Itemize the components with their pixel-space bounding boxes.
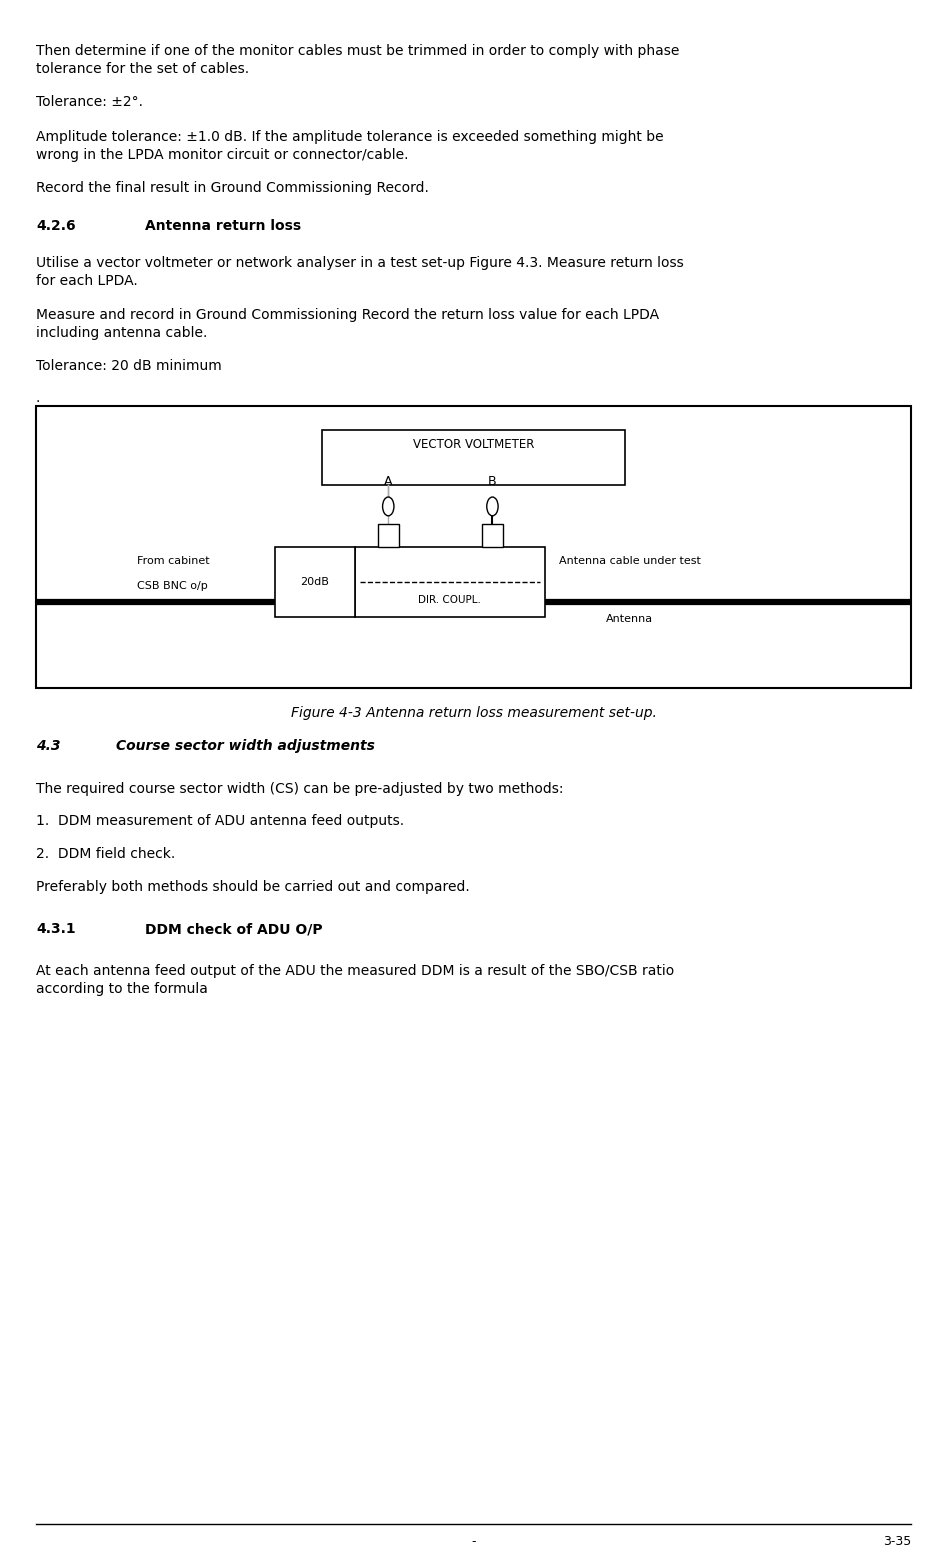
Text: DDM check of ADU O/P: DDM check of ADU O/P bbox=[145, 922, 323, 936]
Text: From cabinet: From cabinet bbox=[137, 556, 210, 566]
Text: 20dB: 20dB bbox=[300, 577, 330, 588]
Bar bbox=[378, 524, 399, 547]
Circle shape bbox=[383, 497, 394, 516]
Text: Measure and record in Ground Commissioning Record the return loss value for each: Measure and record in Ground Commissioni… bbox=[36, 308, 659, 339]
Text: CSB BNC o/p: CSB BNC o/p bbox=[137, 581, 208, 591]
Text: Record the final result in Ground Commissioning Record.: Record the final result in Ground Commis… bbox=[36, 181, 429, 195]
Text: VECTOR VOLTMETER: VECTOR VOLTMETER bbox=[413, 438, 534, 452]
Text: Then determine if one of the monitor cables must be trimmed in order to comply w: Then determine if one of the monitor cab… bbox=[36, 44, 679, 75]
Bar bbox=[322, 430, 625, 485]
Text: 4.3: 4.3 bbox=[36, 739, 61, 753]
Text: -: - bbox=[472, 1535, 475, 1547]
Text: A: A bbox=[384, 475, 392, 488]
Text: Course sector width adjustments: Course sector width adjustments bbox=[116, 739, 375, 753]
Bar bbox=[275, 547, 355, 617]
Text: At each antenna feed output of the ADU the measured DDM is a result of the SBO/C: At each antenna feed output of the ADU t… bbox=[36, 964, 674, 996]
Text: B: B bbox=[488, 475, 497, 488]
Text: Utilise a vector voltmeter or network analyser in a test set-up Figure 4.3. Meas: Utilise a vector voltmeter or network an… bbox=[36, 256, 684, 288]
Text: 1.  DDM measurement of ADU antenna feed outputs.: 1. DDM measurement of ADU antenna feed o… bbox=[36, 814, 404, 828]
Circle shape bbox=[487, 497, 498, 516]
Bar bbox=[482, 524, 503, 547]
Text: Antenna cable under test: Antenna cable under test bbox=[559, 556, 701, 566]
Text: Figure 4-3 Antenna return loss measurement set-up.: Figure 4-3 Antenna return loss measureme… bbox=[291, 706, 656, 721]
Text: Tolerance: 20 dB minimum: Tolerance: 20 dB minimum bbox=[36, 359, 222, 374]
Text: Antenna return loss: Antenna return loss bbox=[145, 219, 301, 233]
Text: 4.2.6: 4.2.6 bbox=[36, 219, 76, 233]
Text: 4.3.1: 4.3.1 bbox=[36, 922, 76, 936]
Text: DIR. COUPL.: DIR. COUPL. bbox=[419, 596, 481, 605]
Text: Preferably both methods should be carried out and compared.: Preferably both methods should be carrie… bbox=[36, 880, 470, 894]
Text: Tolerance: ±2°.: Tolerance: ±2°. bbox=[36, 95, 143, 109]
Text: Amplitude tolerance: ±1.0 dB. If the amplitude tolerance is exceeded something m: Amplitude tolerance: ±1.0 dB. If the amp… bbox=[36, 130, 664, 161]
Text: 3-35: 3-35 bbox=[883, 1535, 911, 1547]
Text: Antenna: Antenna bbox=[606, 614, 653, 624]
Bar bbox=[36, 406, 911, 688]
Text: The required course sector width (CS) can be pre-adjusted by two methods:: The required course sector width (CS) ca… bbox=[36, 782, 563, 796]
Text: .: . bbox=[36, 391, 41, 405]
Bar bbox=[355, 547, 545, 617]
Text: 2.  DDM field check.: 2. DDM field check. bbox=[36, 847, 175, 861]
